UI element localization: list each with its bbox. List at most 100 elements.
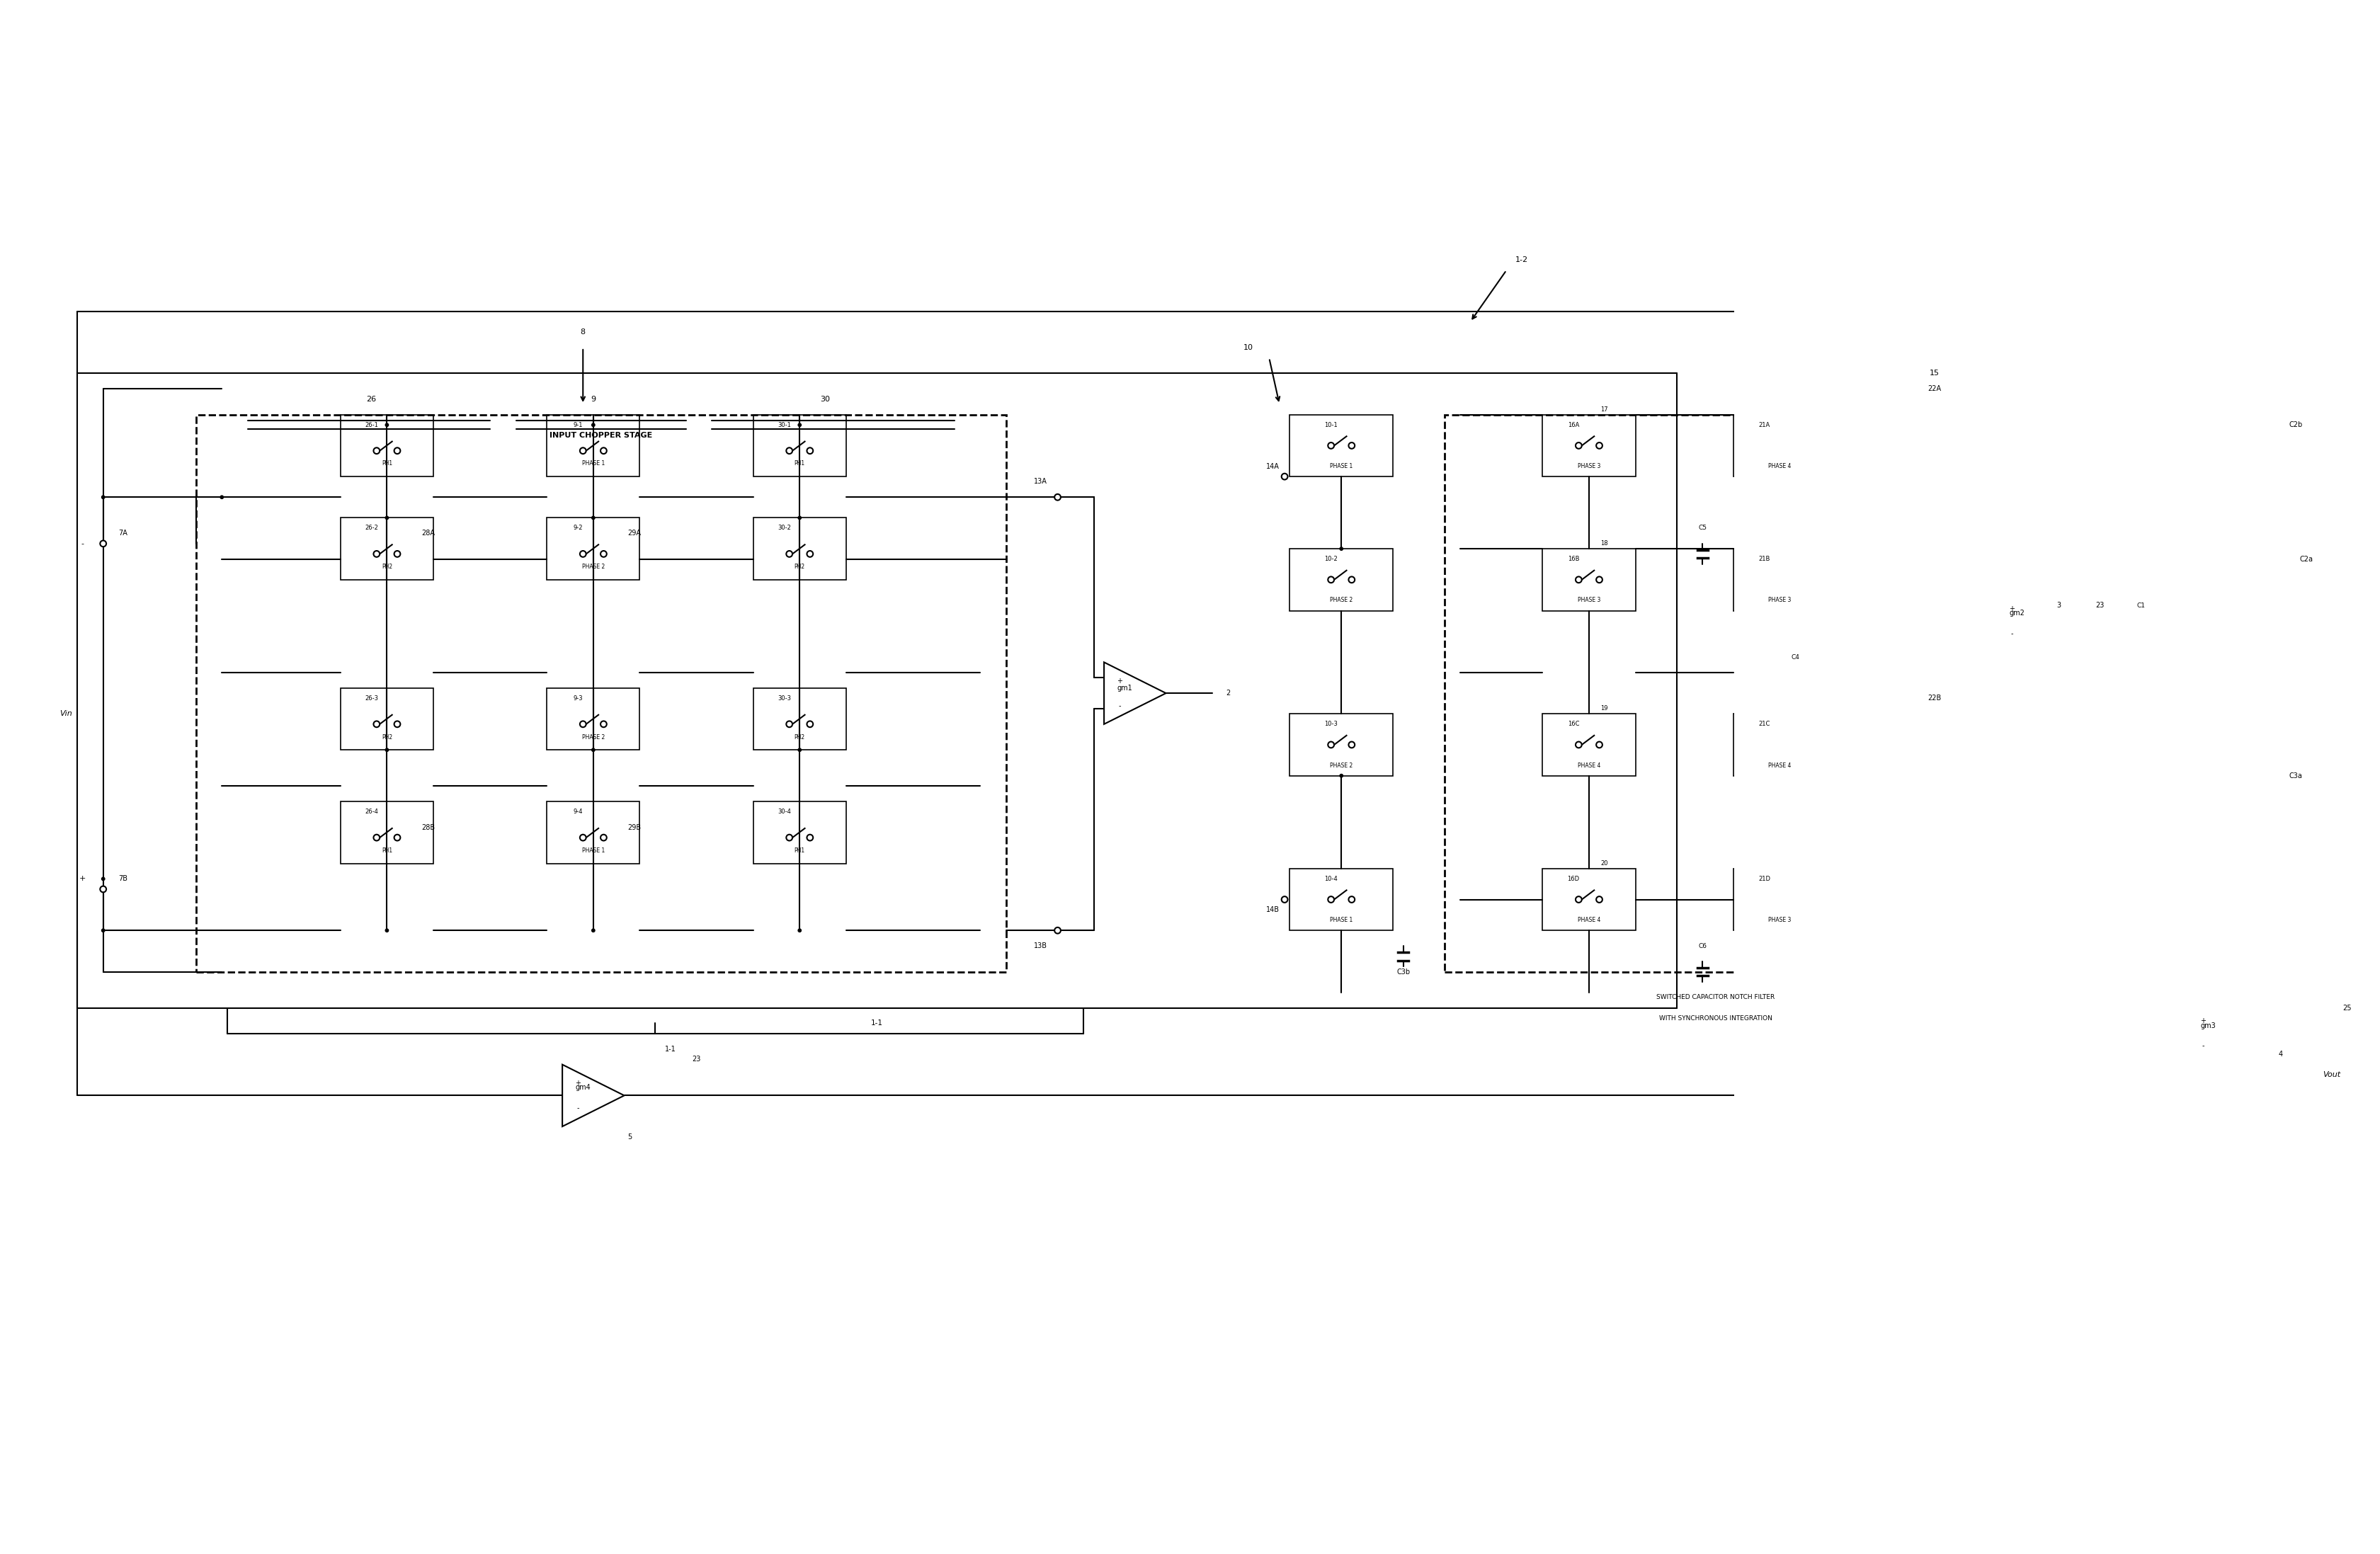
Circle shape bbox=[581, 721, 585, 727]
Text: -: - bbox=[2011, 629, 2013, 637]
Circle shape bbox=[807, 834, 814, 841]
Bar bbox=[752, 802, 845, 864]
Text: PH2: PH2 bbox=[795, 564, 804, 570]
Circle shape bbox=[600, 448, 607, 454]
Text: PH1: PH1 bbox=[795, 460, 804, 466]
Text: 25: 25 bbox=[2342, 1004, 2351, 1012]
Bar bbox=[1290, 713, 1392, 775]
Text: PHASE 3: PHASE 3 bbox=[1578, 463, 1599, 469]
Circle shape bbox=[1054, 494, 1061, 500]
Circle shape bbox=[1766, 443, 1773, 449]
Text: 21C: 21C bbox=[1759, 721, 1771, 727]
Text: PH2: PH2 bbox=[795, 733, 804, 740]
Bar bbox=[1445, 415, 1985, 971]
Text: 19: 19 bbox=[1599, 706, 1609, 712]
Circle shape bbox=[386, 749, 388, 752]
Text: 22B: 22B bbox=[1928, 695, 1940, 702]
Circle shape bbox=[797, 749, 802, 752]
Circle shape bbox=[2318, 1057, 2323, 1063]
Text: PH1: PH1 bbox=[795, 847, 804, 853]
Circle shape bbox=[600, 721, 607, 727]
Text: 10-1: 10-1 bbox=[1323, 421, 1338, 429]
Bar bbox=[1290, 549, 1392, 611]
Circle shape bbox=[797, 423, 802, 426]
Circle shape bbox=[785, 550, 793, 556]
Text: -: - bbox=[1119, 702, 1121, 709]
Text: 26-1: 26-1 bbox=[364, 421, 378, 429]
Text: 21A: 21A bbox=[1759, 421, 1771, 429]
Text: 9: 9 bbox=[590, 396, 595, 402]
Text: gm4: gm4 bbox=[576, 1085, 590, 1091]
Text: PHASE 4: PHASE 4 bbox=[1578, 761, 1599, 769]
Text: +: + bbox=[576, 1080, 581, 1086]
Text: 15: 15 bbox=[1930, 370, 1940, 378]
Text: 14A: 14A bbox=[1266, 463, 1278, 469]
Circle shape bbox=[374, 834, 378, 841]
Circle shape bbox=[1595, 577, 1602, 583]
Bar bbox=[1733, 415, 1825, 477]
Bar bbox=[195, 415, 1007, 971]
Text: PHASE 4: PHASE 4 bbox=[1578, 917, 1599, 923]
Text: 5: 5 bbox=[626, 1133, 631, 1141]
Circle shape bbox=[1340, 774, 1342, 777]
Circle shape bbox=[600, 834, 607, 841]
Text: 30-3: 30-3 bbox=[778, 695, 790, 701]
Text: PHASE 3: PHASE 3 bbox=[1768, 597, 1790, 603]
Text: PHASE 1: PHASE 1 bbox=[581, 847, 605, 853]
Circle shape bbox=[1576, 741, 1580, 747]
Circle shape bbox=[1766, 577, 1773, 583]
Bar bbox=[1290, 869, 1392, 931]
Text: +: + bbox=[1116, 678, 1121, 684]
Bar bbox=[752, 415, 845, 477]
Circle shape bbox=[1595, 741, 1602, 747]
Circle shape bbox=[807, 721, 814, 727]
Bar bbox=[1733, 713, 1825, 775]
Circle shape bbox=[581, 834, 585, 841]
Text: PHASE 1: PHASE 1 bbox=[1330, 917, 1352, 923]
Text: 23: 23 bbox=[693, 1055, 700, 1063]
Text: -: - bbox=[2202, 1043, 2204, 1049]
Text: 10-3: 10-3 bbox=[1323, 721, 1338, 727]
Text: 7A: 7A bbox=[119, 530, 129, 536]
Circle shape bbox=[1787, 897, 1792, 903]
Circle shape bbox=[807, 448, 814, 454]
Circle shape bbox=[395, 834, 400, 841]
Text: WITH SYNCHRONOUS INTEGRATION: WITH SYNCHRONOUS INTEGRATION bbox=[1659, 1015, 1771, 1021]
Text: gm1: gm1 bbox=[1116, 684, 1133, 692]
Text: 18: 18 bbox=[1599, 541, 1609, 547]
Text: PHASE 1: PHASE 1 bbox=[581, 460, 605, 466]
Circle shape bbox=[100, 541, 107, 547]
Text: C3a: C3a bbox=[2290, 772, 2301, 779]
Text: 1-1: 1-1 bbox=[664, 1046, 676, 1052]
Text: 23: 23 bbox=[2094, 601, 2104, 609]
Text: PHASE 2: PHASE 2 bbox=[1330, 597, 1352, 603]
Text: C1: C1 bbox=[2137, 603, 2144, 609]
Circle shape bbox=[593, 749, 595, 752]
Text: gm3: gm3 bbox=[2199, 1023, 2216, 1029]
Text: 30-1: 30-1 bbox=[778, 421, 790, 429]
Text: +: + bbox=[79, 875, 86, 883]
Text: Vin: Vin bbox=[60, 710, 71, 718]
Bar bbox=[752, 688, 845, 751]
Text: PHASE 2: PHASE 2 bbox=[581, 733, 605, 740]
Text: +: + bbox=[2199, 1018, 2206, 1024]
Circle shape bbox=[1280, 474, 1288, 480]
Text: 28A: 28A bbox=[421, 530, 436, 536]
Text: 29B: 29B bbox=[628, 824, 640, 831]
Text: 22A: 22A bbox=[1928, 385, 1940, 393]
Circle shape bbox=[102, 542, 105, 545]
Circle shape bbox=[1787, 443, 1792, 449]
Text: C2b: C2b bbox=[2287, 421, 2301, 429]
Text: PHASE 4: PHASE 4 bbox=[1768, 761, 1790, 769]
Circle shape bbox=[785, 448, 793, 454]
Circle shape bbox=[386, 516, 388, 519]
Circle shape bbox=[581, 448, 585, 454]
Circle shape bbox=[1787, 577, 1792, 583]
Text: 30: 30 bbox=[821, 396, 831, 402]
Text: 26: 26 bbox=[367, 396, 376, 402]
Bar bbox=[752, 517, 845, 580]
Circle shape bbox=[1054, 928, 1061, 934]
Text: PHASE 2: PHASE 2 bbox=[1330, 761, 1352, 769]
Circle shape bbox=[1328, 443, 1333, 449]
Circle shape bbox=[797, 929, 802, 932]
